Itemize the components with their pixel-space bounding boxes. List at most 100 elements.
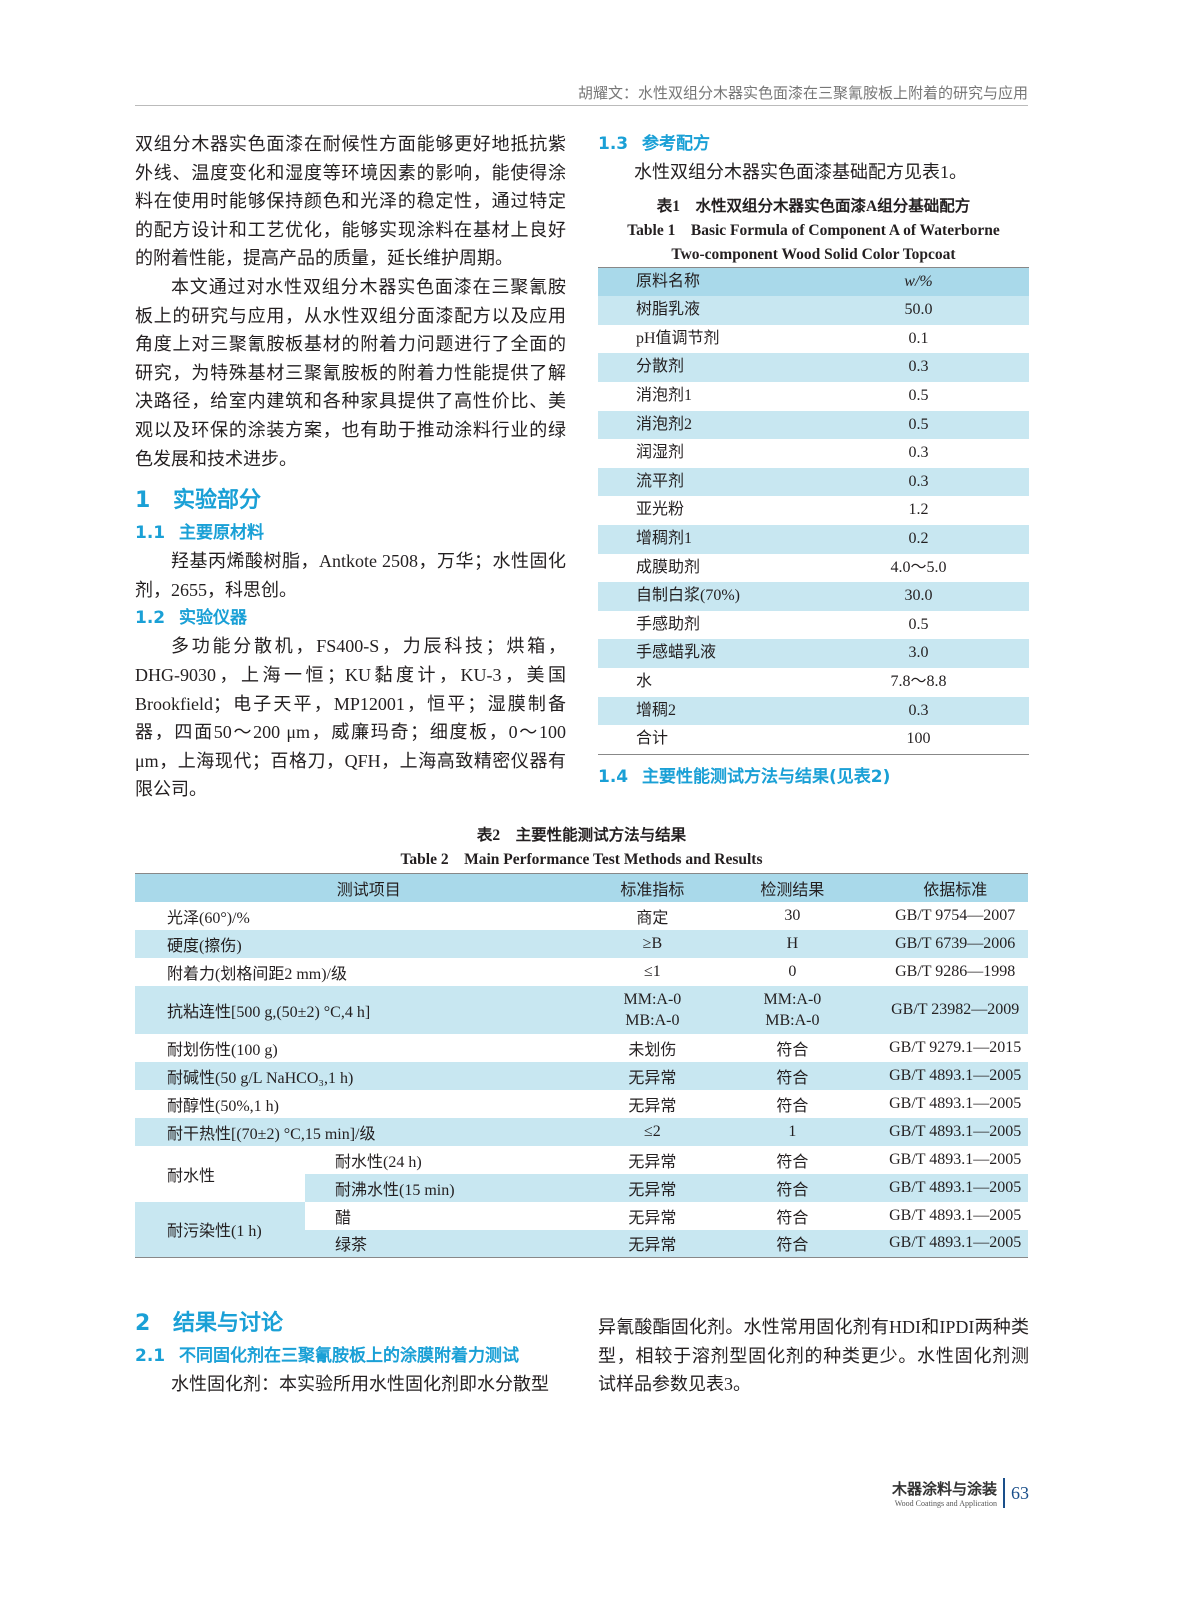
table-cell: 醋 [335, 1209, 352, 1227]
table-cell: GB/T 9286—1998 [895, 962, 1016, 980]
table-cell: 耐水性 [135, 1145, 305, 1202]
table-cell: 无异常 [628, 1209, 677, 1227]
subsection-heading: 1.3 参考配方 [598, 134, 710, 154]
cell-line: MB:A-0 [625, 1011, 680, 1029]
table-cell: 光泽(60°)/% [167, 909, 250, 927]
section-heading: 1 实验部分 [135, 488, 262, 514]
table1-caption-cn: 表1 水性双组分木器实色面漆A组分基础配方 [656, 197, 971, 215]
table-row: 绿茶 无异常 符合 GB/T 4893.1—2005 [135, 1229, 1028, 1258]
column-header: w/% [848, 266, 1029, 297]
table-cell: 分散剂 [598, 353, 848, 382]
table-cell: 符合 [776, 1153, 809, 1171]
subsection-heading: 1.2 实验仪器 [135, 608, 247, 629]
table-cell: 无异常 [602, 1229, 703, 1258]
table-cell: 1.2 [908, 501, 929, 519]
subsection-heading: 1.1 主要原材料 [135, 523, 264, 544]
table-cell: pH值调节剂 [636, 329, 720, 347]
table-cell: 符合 [702, 1061, 883, 1090]
table2-caption-cn: 表2 主要性能测试方法与结果 [476, 827, 687, 844]
table-cell: 100 [906, 730, 931, 748]
page-number: 63 [1011, 1482, 1029, 1503]
table-cell: 抗粘连性[500 g,(50±2) °C,4 h] [135, 985, 603, 1034]
paragraph: 羟基丙烯酸树脂，Antkote 2508，万华；水性固化剂，2655，科思创。 [135, 551, 566, 600]
table-row: 自制白浆(70%) 30.0 [598, 582, 1029, 611]
table-cell: 合计 [636, 730, 669, 748]
table-cell: 树脂乳液 [598, 296, 848, 325]
table-row: 树脂乳液 50.0 [598, 296, 1029, 325]
table-row: 光泽(60°)/% 商定 30 GB/T 9754—2007 [135, 902, 1028, 930]
table-cell: 30 [784, 906, 801, 924]
table-cell: 耐沸水性(15 min) [305, 1173, 603, 1202]
table-cell: 手感蜡乳液 [598, 639, 848, 668]
table-cell: GB/T 4893.1—2005 [889, 1206, 1022, 1224]
table-cell: 0.5 [908, 615, 929, 633]
table-row: 消泡剂1 0.5 [598, 382, 1029, 411]
table-row: 手感蜡乳液 3.0 [598, 639, 1029, 668]
column-header: 原料名称 [598, 266, 848, 297]
table-cell: 增稠剂1 [598, 524, 848, 554]
table1: 原料名称 w/% 树脂乳液 50.0 pH值调节剂 0.1 分散剂 0.3 消泡剂1 0.5 消泡… [598, 266, 1029, 755]
table-cell: GB/T 9279.1—2015 [889, 1038, 1022, 1056]
table-cell: 0.3 [848, 353, 1029, 382]
running-header: 胡耀文：水性双组分木器实色面漆在三聚氰胺板上附着的研究与应用 [135, 82, 1028, 106]
table-row: 合计 100 [598, 725, 1029, 754]
paragraph: 水性固化剂：本实验所用水性固化剂即水分散型 [171, 1374, 549, 1394]
table-cell: H [702, 929, 883, 958]
table-cell: MM:A-0 MB:A-0 [602, 985, 703, 1034]
table-row: 耐醇性(50%,1 h) 无异常 符合 GB/T 4893.1—2005 [135, 1090, 1028, 1118]
table-cell: 无异常 [628, 1153, 677, 1171]
table-cell: 无异常 [602, 1061, 703, 1090]
table-cell: MM:A-0 MB:A-0 [702, 985, 883, 1034]
table-cell: ≥B [602, 929, 703, 958]
table-cell: 无异常 [628, 1097, 677, 1115]
table-row: 亚光粉 1.2 [598, 496, 1029, 525]
table-row: 流平剂 0.3 [598, 467, 1029, 497]
right-column: 1.3 参考配方 水性双组分木器实色面漆基础配方见表1。 表1 水性双组分木器实色… [598, 130, 1029, 791]
footer: 木器涂料与涂装 Wood Coatings and Application 63 [892, 1478, 1029, 1508]
journal-name-en: Wood Coatings and Application [894, 1499, 997, 1508]
table-cell: GB/T 9754—2007 [895, 906, 1016, 924]
table-row: 附着力(划格间距2 mm)/级 ≤1 0 GB/T 9286—1998 [135, 958, 1028, 986]
table-cell: GB/T 4893.1—2005 [882, 1117, 1028, 1146]
table-cell: 0 [788, 962, 797, 980]
table-row: 成膜助剂 4.0～5.0 [598, 554, 1029, 583]
table2-caption-en: Table 2 Main Performance Test Methods an… [400, 851, 763, 868]
table-cell: 水 [636, 672, 653, 690]
table-cell: ≤2 [602, 1117, 703, 1146]
table-cell: 4.0～5.0 [890, 558, 947, 576]
table-cell: 手感助剂 [636, 615, 701, 633]
table-cell: 自制白浆(70%) [598, 582, 848, 611]
table-row: 消泡剂2 0.5 [598, 410, 1029, 440]
column-header: 依据标准 [882, 873, 1028, 902]
table2: 测试项目 标准指标 检测结果 依据标准 光泽(60°)/% 商定 30 GB/T 97… [135, 873, 1028, 1258]
table-cell: 绿茶 [305, 1229, 603, 1258]
left-column: 双组分木器实色面漆在耐候性方面能够更好地抵抗紫外线、温度变化和湿度等环境因素的影… [135, 130, 566, 804]
table-cell: GB/T 23982—2009 [882, 985, 1028, 1034]
paragraph: 水性双组分木器实色面漆基础配方见表1。 [634, 162, 967, 182]
table-cell: 商定 [636, 909, 669, 927]
table-cell: 50.0 [848, 296, 1029, 325]
table-cell: 增稠2 [598, 696, 848, 726]
column-header: 检测结果 [702, 873, 883, 902]
paragraph: 双组分木器实色面漆在耐候性方面能够更好地抵抗紫外线、温度变化和湿度等环境因素的影… [135, 134, 566, 269]
table-cell: 0.5 [908, 386, 929, 404]
table-cell: GB/T 4893.1—2005 [882, 1061, 1028, 1090]
table-cell: GB/T 6739—2006 [882, 929, 1028, 958]
journal-name: 木器涂料与涂装 [891, 1480, 997, 1498]
table-cell: 符合 [776, 1041, 809, 1059]
table-cell: 消泡剂2 [598, 410, 848, 440]
table-cell: 附着力(划格间距2 mm)/级 [167, 965, 347, 983]
table-cell: 0.3 [908, 444, 929, 462]
table-cell: 0.3 [848, 467, 1029, 497]
table-cell: 消泡剂1 [636, 386, 693, 404]
table-cell: 30.0 [848, 582, 1029, 611]
table-cell: 成膜助剂 [636, 558, 701, 576]
table-row: 手感助剂 0.5 [598, 611, 1029, 640]
bottom-left: 2 结果与讨论 2.1 不同固化剂在三聚氰胺板上的涂膜附着力测试 水性固化剂：本实验… [135, 1302, 566, 1399]
table-cell: 耐醇性(50%,1 h) [167, 1097, 279, 1115]
table-cell: 耐水性(24 h) [335, 1153, 422, 1171]
table-cell: 0.2 [848, 524, 1029, 554]
table-cell: 7.8～8.8 [890, 672, 947, 690]
table-cell: 0.3 [848, 696, 1029, 726]
cell-line: MB:A-0 [765, 1011, 820, 1029]
